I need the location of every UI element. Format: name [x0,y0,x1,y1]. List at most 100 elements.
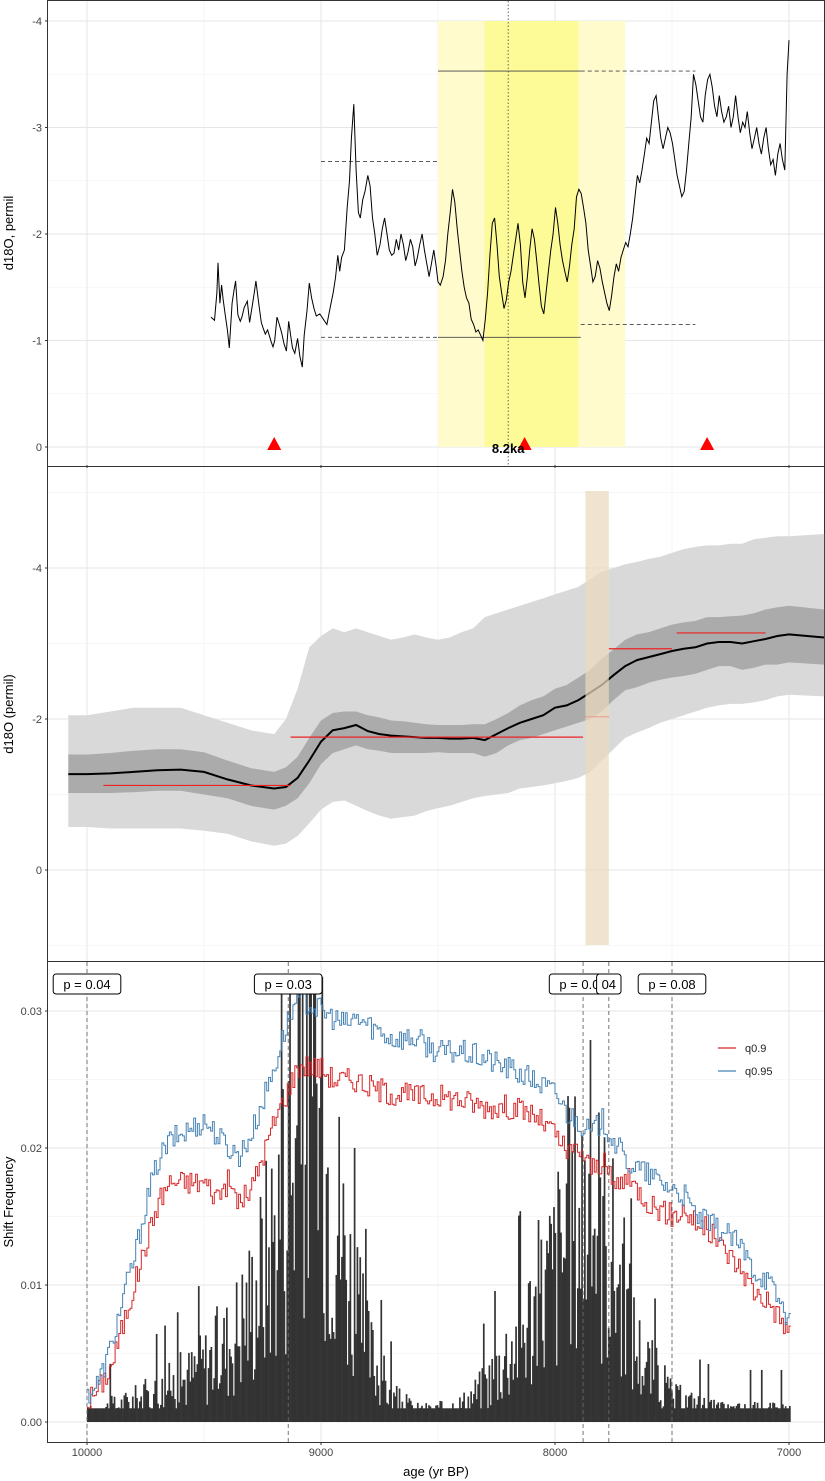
shift-frequency-bar [725,1408,728,1422]
middle-panel: 0 -2 -4 [32,491,825,945]
shift-frequency-bar [217,1388,220,1422]
shift-frequency-bar [167,1390,169,1422]
shift-frequency-bar [311,1096,314,1422]
shift-frequency-bar [595,1293,597,1422]
shift-frequency-bar [432,1408,435,1422]
shift-frequency-bar [628,1263,631,1422]
shift-frequency-bar [616,1287,619,1422]
shift-frequency-bar [575,1348,578,1422]
shift-frequency-bar [602,1196,604,1422]
p-value-label: p = 0.04 [63,977,110,992]
shift-frequency-bar [697,1396,700,1422]
shift-frequency-bar [742,1408,745,1422]
shift-frequency-bar [435,1405,437,1422]
shift-frequency-bar [120,1399,123,1422]
shift-frequency-bar [423,1408,426,1422]
shift-frequency-bar [466,1408,468,1422]
shift-frequency-bar [220,1375,223,1422]
shift-frequency-bar [491,1358,494,1422]
shift-frequency-bar [784,1406,787,1422]
shift-frequency-bar [360,1342,363,1422]
shift-frequency-bar [565,1183,568,1422]
shift-frequency-bar [296,1125,298,1422]
shift-frequency-bar [619,1264,621,1422]
shift-frequency-bar [596,1235,599,1422]
shift-frequency-bar [564,1258,567,1422]
shift-frequency-bar [293,1270,296,1422]
shift-frequency-bar [783,1408,786,1422]
shift-frequency-bar [470,1391,472,1422]
shift-frequency-bar [182,1379,185,1422]
shift-frequency-bar [488,1365,491,1422]
shift-frequency-bar [525,1377,527,1422]
shift-frequency-bar [746,1408,749,1422]
shift-frequency-bar [527,1283,530,1422]
shift-frequency-bar [443,1408,446,1422]
shift-frequency-bar [464,1408,467,1422]
y-tick-label: 0.01 [21,1280,42,1292]
shift-frequency-bar [349,1234,352,1422]
shift-frequency-bar [252,1379,255,1422]
shift-frequency-bar [307,1277,310,1422]
shift-frequency-bar [157,1403,159,1422]
shift-frequency-bar [189,1381,192,1422]
shift-frequency-bar [294,1138,297,1422]
shift-frequency-bar [127,1401,130,1422]
shift-frequency-bar [505,1333,508,1422]
shift-frequency-bar [105,1406,107,1422]
shift-frequency-bar [620,1376,623,1422]
d18o-series-line [210,40,790,368]
shift-frequency-bar [624,1374,627,1422]
shift-frequency-bar [275,1355,277,1422]
shift-frequency-bar [374,1395,377,1422]
shift-frequency-bar [513,1363,516,1422]
shift-frequency-bar [755,1408,757,1422]
shift-frequency-bar [644,1367,647,1422]
shift-frequency-bar [341,1256,343,1422]
shift-frequency-bar [343,1235,346,1422]
shift-frequency-bar [112,1403,114,1422]
shift-frequency-bar [145,1390,148,1422]
shift-frequency-bar [355,1333,357,1422]
shift-frequency-bar [161,1378,164,1422]
shift-frequency-bar [640,1394,642,1422]
inner-uncertainty-band [68,605,825,810]
shift-frequency-bar [704,1408,707,1422]
shift-frequency-bar [506,1377,509,1422]
shift-frequency-bar [91,1408,93,1422]
shift-frequency-bar [393,1392,395,1422]
shift-frequency-bar [109,1363,112,1422]
shift-frequency-bar [119,1408,121,1422]
shift-frequency-bar [522,1324,524,1422]
shift-frequency-bar [137,1408,140,1422]
shift-frequency-bar [206,1404,209,1422]
shift-frequency-bar [759,1408,762,1422]
shift-frequency-bar [124,1392,127,1422]
shift-frequency-bar [108,1408,110,1422]
shift-frequency-bar [612,1158,614,1422]
shift-frequency-bar [276,1270,279,1422]
shift-frequency-bar [548,1215,551,1422]
y-tick-label: 0.00 [21,1417,42,1429]
shift-frequency-bar [408,1398,411,1422]
quantile-step-line-q0.95 [87,986,791,1404]
shift-frequency-bar [648,1348,651,1422]
shift-frequency-bar [370,1322,373,1422]
y-tick-label: 0 [36,865,42,877]
shift-frequency-bar [692,1408,694,1422]
shift-frequency-bar [255,1280,258,1422]
shift-frequency-bar [279,1239,282,1422]
shift-frequency-bar [485,1378,488,1422]
shift-frequency-bar [308,976,311,1422]
shift-frequency-bar [665,1382,668,1422]
shift-frequency-bar [197,1286,200,1422]
shift-frequency-bar [456,1408,458,1422]
shift-frequency-bar [117,1407,120,1422]
shift-frequency-bar [508,1394,510,1422]
shift-frequency-bar [322,1313,325,1422]
shift-frequency-bar [169,1390,172,1422]
shift-frequency-bar [482,1323,485,1422]
shift-frequency-bar [192,1377,194,1422]
shift-frequency-bar [460,1407,463,1422]
shift-frequency-bar [551,1269,554,1422]
